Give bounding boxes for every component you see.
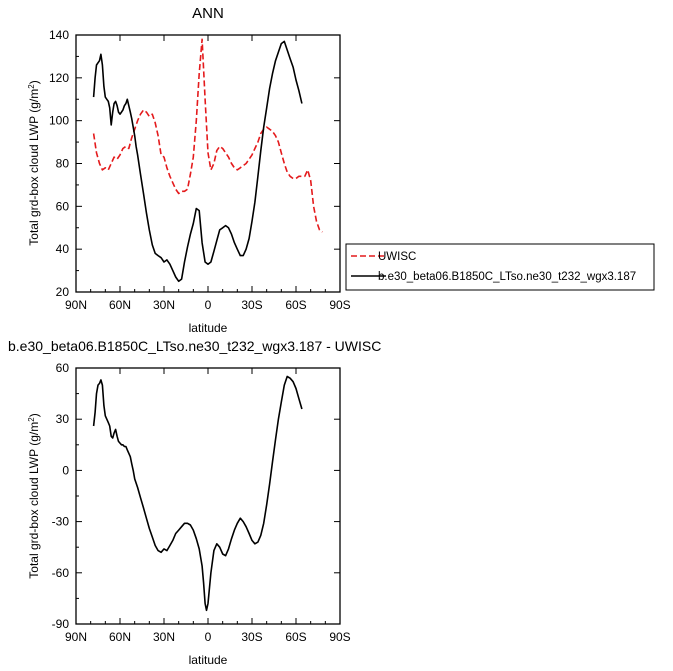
panel-2-frame	[75, 367, 341, 625]
panel-2-ytick-label: 0	[62, 463, 69, 477]
panel-1-xtick-label: 90N	[65, 298, 87, 312]
legend-label-uwisc: UWISC	[378, 251, 416, 263]
panel-1-ytick-label: 140	[49, 28, 69, 42]
panel-2: b.e30_beta06.B1850C_LTso.ne30_t232_wgx3.…	[8, 338, 381, 667]
panel-2-title: b.e30_beta06.B1850C_LTso.ne30_t232_wgx3.…	[8, 338, 381, 354]
panel-1-xtick-label: 90S	[329, 298, 350, 312]
panel-2-xtick-label: 90S	[329, 630, 350, 644]
panel-2-ytick-label: -30	[52, 515, 70, 529]
panel-1-ytick-label: 100	[49, 114, 69, 128]
panel-1-ytick-label: 80	[56, 157, 70, 171]
legend: UWISC b.e30_beta06.B1850C_LTso.ne30_t232…	[345, 243, 655, 291]
panel-1: ANN 90N 60N 30N 0 30S 60S 90S 20 40 60 80 100 120 140…	[27, 5, 351, 335]
panel-2-ylabel: Total grd-box cloud LWP (g/m2)	[27, 413, 41, 578]
panel-2-xtick-label: 60S	[285, 630, 306, 644]
panel-1-title: ANN	[192, 5, 224, 22]
panel-1-xtick-label: 30S	[241, 298, 262, 312]
panel-2-ytick-label: 60	[56, 361, 70, 375]
panel-1-xtick-label: 60N	[109, 298, 131, 312]
panel-1-xtick-label: 30N	[153, 298, 175, 312]
panel-1-ytick-label: 120	[49, 71, 69, 85]
panel-1-plot: 90N 60N 30N 0 30S 60S 90S 20 40 60 80 100 120 140	[49, 28, 351, 312]
panel-1-series-line-uwisc	[92, 38, 323, 233]
legend-box	[345, 243, 655, 291]
panel-1-ytick-label: 60	[56, 199, 70, 213]
panel-2-xtick-label: 30S	[241, 630, 262, 644]
panel-2-plot: 90N 60N 30N 0 30S 60S 90S -90 -60 -30 0 30 60	[52, 361, 351, 644]
legend-label-model: b.e30_beta06.B1850C_LTso.ne30_t232_wgx3.…	[378, 271, 636, 283]
panel-1-xlabel: latitude	[189, 321, 228, 335]
panel-2-xtick-label: 60N	[109, 630, 131, 644]
panel-1-xtick-label: 0	[205, 298, 212, 312]
panel-1-xtick-label: 60S	[285, 298, 306, 312]
panel-2-xlabel: latitude	[189, 653, 228, 667]
panel-1-series-line-model	[92, 40, 303, 283]
panel-2-series-line-model	[92, 375, 303, 612]
panel-2-xtick-label: 90N	[65, 630, 87, 644]
panel-1-ylabel: Total grd-box cloud LWP (g/m2)	[27, 80, 41, 245]
panel-2-ytick-label: -60	[52, 566, 70, 580]
panel-1-frame	[75, 34, 341, 293]
panel-1-ytick-label: 40	[56, 242, 70, 256]
panel-2-ytick-label: -90	[52, 617, 70, 631]
panel-2-xtick-label: 30N	[153, 630, 175, 644]
panel-2-xtick-label: 0	[205, 630, 212, 644]
panel-1-ytick-label: 20	[56, 285, 70, 299]
panel-2-ytick-label: 30	[56, 412, 70, 426]
